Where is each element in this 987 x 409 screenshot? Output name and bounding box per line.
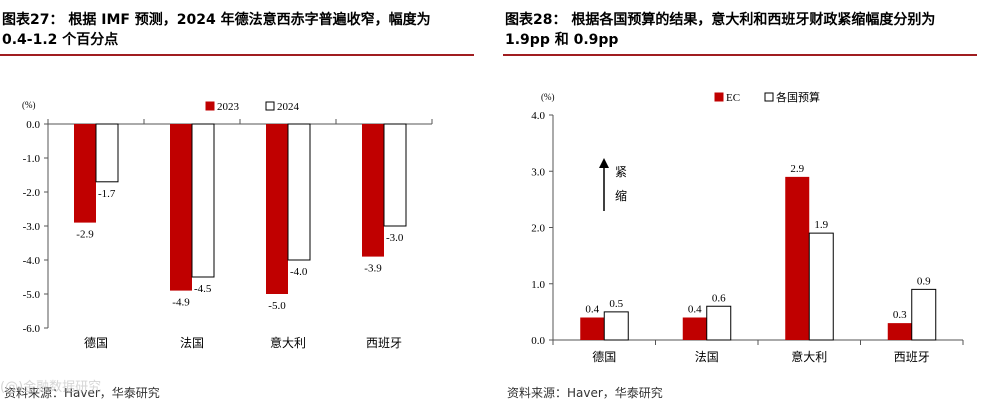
data-label: -4.9 bbox=[172, 297, 190, 309]
bar-2023 bbox=[362, 124, 384, 257]
x-category-label: 法国 bbox=[695, 350, 719, 364]
x-category-label: 德国 bbox=[84, 335, 108, 350]
bar-2024 bbox=[383, 123, 407, 227]
data-label: 0.4 bbox=[585, 304, 599, 316]
y-tick-label: -5.0 bbox=[23, 289, 41, 301]
right-bar-chart: (%) 0.0 1.0 2.0 3.0 4.0 德国 0.4 0.5 法国 0.4 0.6 意大利 2.9… bbox=[531, 90, 964, 364]
bar-各国预算 bbox=[603, 311, 629, 341]
bar-2024 bbox=[191, 123, 215, 278]
y-tick-label: -6.0 bbox=[23, 323, 41, 335]
right-title-line2: 1.9pp 和 0.9pp bbox=[505, 32, 619, 48]
bar-2023 bbox=[74, 124, 96, 223]
legend-label-EC: EC bbox=[726, 92, 740, 104]
x-category-label: 西班牙 bbox=[366, 336, 402, 350]
y-tick-label: -2.0 bbox=[23, 187, 41, 199]
x-category-label: 德国 bbox=[592, 349, 616, 364]
left-chart-title: 图表27： 根据 IMF 预测，2024 年德法意西赤字普遍收窄，幅度为 0.4… bbox=[2, 10, 482, 50]
x-category-label: 意大利 bbox=[791, 349, 827, 364]
y-tick-label: 3.0 bbox=[531, 166, 545, 178]
y-tick-label: 0.0 bbox=[26, 119, 40, 131]
y-tick-label: 2.0 bbox=[531, 223, 545, 235]
data-label: 0.5 bbox=[609, 298, 623, 310]
legend-swatch-各国预算 bbox=[764, 92, 774, 102]
y-tick-label: 0.0 bbox=[531, 335, 545, 347]
bar-EC bbox=[785, 176, 810, 340]
data-label: -4.5 bbox=[194, 283, 212, 295]
right-chart-panel: 图表28： 根据各国预算的结果，意大利和西班牙财政紧缩幅度分别为 1.9pp 和… bbox=[503, 0, 987, 409]
right-chart-title: 图表28： 根据各国预算的结果，意大利和西班牙财政紧缩幅度分别为 1.9pp 和… bbox=[505, 10, 985, 50]
legend-label-2024: 2024 bbox=[277, 101, 300, 113]
bar-2023 bbox=[266, 124, 288, 294]
legend-swatch-EC bbox=[714, 92, 724, 102]
tightening-arrow-head bbox=[599, 158, 609, 168]
y-tick-label: 4.0 bbox=[531, 110, 545, 122]
x-category-label: 法国 bbox=[180, 336, 204, 350]
right-title-rule bbox=[503, 54, 977, 56]
left-source-note: 资料来源：Haver，华泰研究 bbox=[4, 386, 160, 400]
data-label: 0.3 bbox=[893, 309, 907, 321]
bar-各国预算 bbox=[808, 232, 834, 341]
legend-swatch-2023 bbox=[205, 101, 215, 111]
left-title-rule bbox=[0, 54, 474, 56]
bar-EC bbox=[887, 323, 912, 340]
y-tick-label: -4.0 bbox=[23, 255, 41, 267]
left-bar-chart: (%) 0.0 -1.0 -2.0 -3.0 -4.0 -5.0 -6.0 德国 -2.9 -1.7… bbox=[22, 100, 433, 350]
annotation-char: 紧 bbox=[615, 165, 627, 179]
x-category-label: 西班牙 bbox=[894, 350, 930, 364]
bar-EC bbox=[580, 317, 605, 340]
bar-各国预算 bbox=[706, 305, 732, 341]
legend-label-各国预算: 各国预算 bbox=[776, 90, 820, 104]
right-title-line1: 图表28： 根据各国预算的结果，意大利和西班牙财政紧缩幅度分别为 bbox=[505, 12, 936, 28]
left-chart-panel: 图表27： 根据 IMF 预测，2024 年德法意西赤字普遍收窄，幅度为 0.4… bbox=[0, 0, 480, 409]
data-label: -4.0 bbox=[290, 266, 308, 278]
bar-EC bbox=[682, 317, 707, 340]
y-tick-label: 1.0 bbox=[531, 279, 545, 291]
y-unit-label: (%) bbox=[541, 92, 555, 102]
legend-swatch-2024 bbox=[265, 101, 275, 111]
annotation-char: 缩 bbox=[615, 188, 627, 203]
bar-2023 bbox=[170, 124, 192, 291]
data-label: -1.7 bbox=[98, 188, 116, 200]
data-label: 1.9 bbox=[814, 219, 828, 231]
watermark-text: (@)金融数据研究 bbox=[0, 380, 102, 395]
y-tick-label: -1.0 bbox=[23, 153, 41, 165]
data-label: 0.9 bbox=[917, 275, 931, 287]
right-source-note: 资料来源：Haver，华泰研究 bbox=[507, 386, 663, 400]
x-category-label: 意大利 bbox=[270, 335, 306, 350]
data-label: 0.6 bbox=[712, 292, 726, 304]
legend-label-2023: 2023 bbox=[217, 101, 240, 113]
data-label: -3.0 bbox=[386, 232, 404, 244]
data-label: -3.9 bbox=[364, 263, 382, 275]
left-title-line1: 图表27： 根据 IMF 预测，2024 年德法意西赤字普遍收窄，幅度为 bbox=[2, 12, 431, 28]
data-label: 0.4 bbox=[688, 304, 702, 316]
data-label: -2.9 bbox=[76, 229, 94, 241]
bar-2024 bbox=[287, 123, 311, 261]
left-title-line2: 0.4-1.2 个百分点 bbox=[2, 32, 119, 48]
bar-2024 bbox=[95, 123, 119, 183]
y-unit-label: (%) bbox=[22, 100, 36, 110]
data-label: 2.9 bbox=[790, 163, 804, 175]
data-label: -5.0 bbox=[268, 300, 286, 312]
y-tick-label: -3.0 bbox=[23, 221, 41, 233]
bar-各国预算 bbox=[911, 288, 937, 341]
